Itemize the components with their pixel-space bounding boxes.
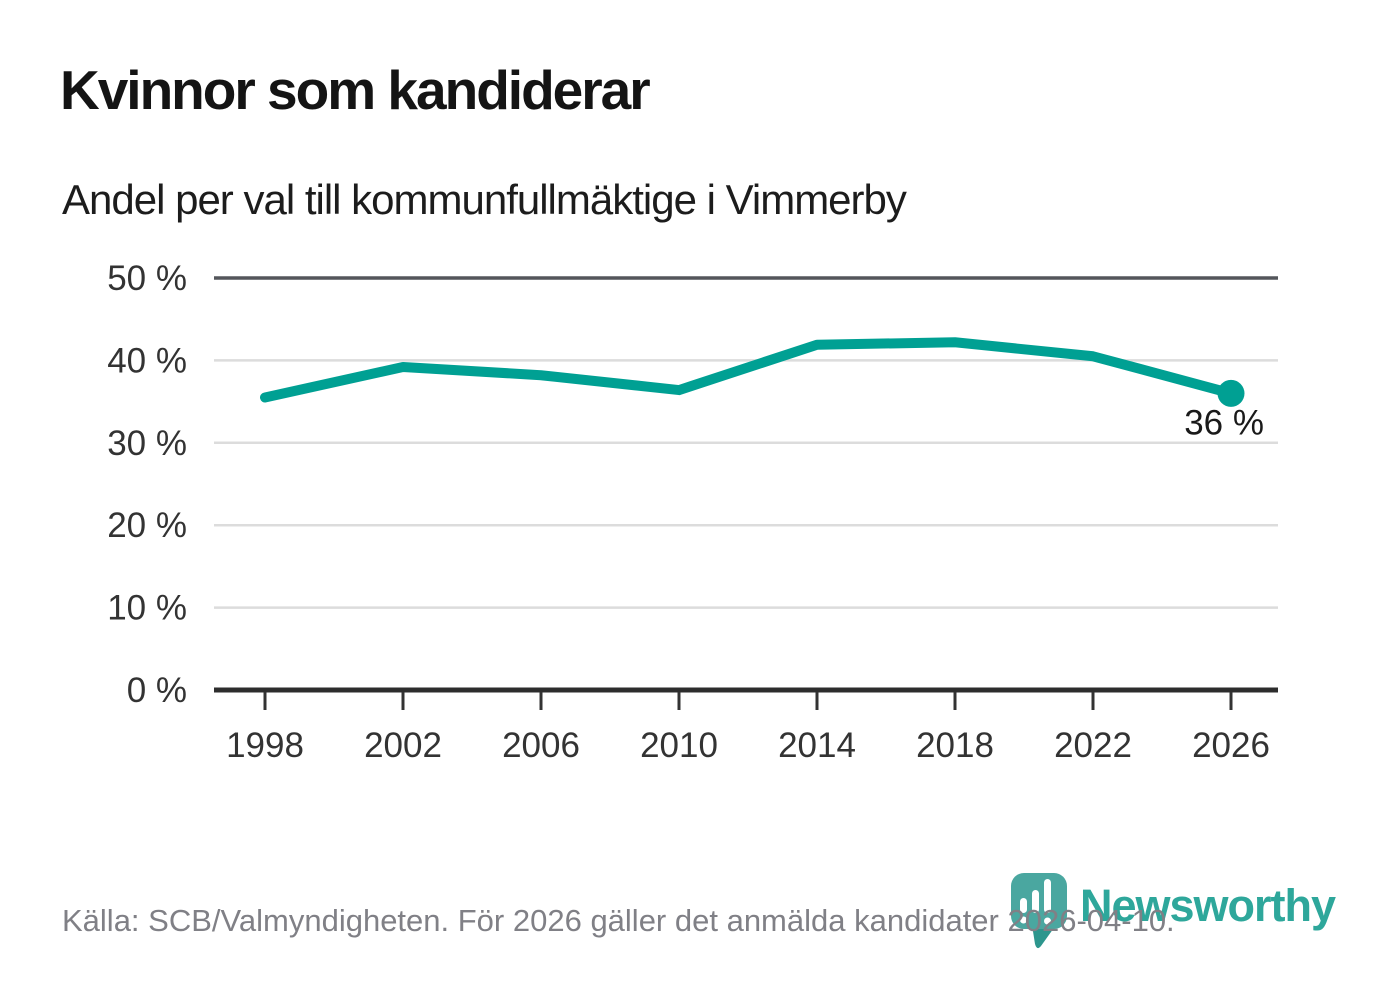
page-title: Kvinnor som kandiderar	[60, 59, 651, 121]
end-point-marker	[1217, 379, 1245, 407]
line-chart: 0 % 10 % 20 % 30 % 40 % 50 % 1998 2002 2006 2010 2…	[107, 259, 1278, 765]
newsworthy-logo-text: Newsworthy	[1080, 880, 1336, 931]
x-axis-tick-label: 2002	[364, 726, 442, 765]
source-note: Källa: SCB/Valmyndigheten. För 2026 gäll…	[62, 903, 1175, 938]
y-axis-tick-label: 50 %	[107, 259, 187, 298]
x-axis-tick-label: 2014	[778, 726, 856, 765]
y-axis-tick-label: 10 %	[107, 589, 187, 628]
x-axis-tick-label: 2022	[1054, 726, 1132, 765]
x-axis-tick-label: 1998	[226, 726, 304, 765]
end-point-value-label: 36 %	[1184, 403, 1264, 442]
x-axis-tick-label: 2006	[502, 726, 580, 765]
data-line	[260, 337, 1236, 403]
y-axis-tick-label: 40 %	[107, 341, 187, 380]
x-axis-tick-label: 2018	[916, 726, 994, 765]
y-axis-tick-label: 0 %	[127, 671, 187, 710]
y-axis-tick-label: 20 %	[107, 506, 187, 545]
chart-subtitle: Andel per val till kommunfullmäktige i V…	[62, 176, 907, 223]
y-axis-tick-label: 30 %	[107, 424, 187, 463]
newsworthy-logo: Newsworthy	[1010, 872, 1336, 952]
x-axis-tick-label: 2010	[640, 726, 718, 765]
x-axis-tick-label: 2026	[1192, 726, 1270, 765]
newsworthy-logo-icon	[1011, 873, 1067, 949]
